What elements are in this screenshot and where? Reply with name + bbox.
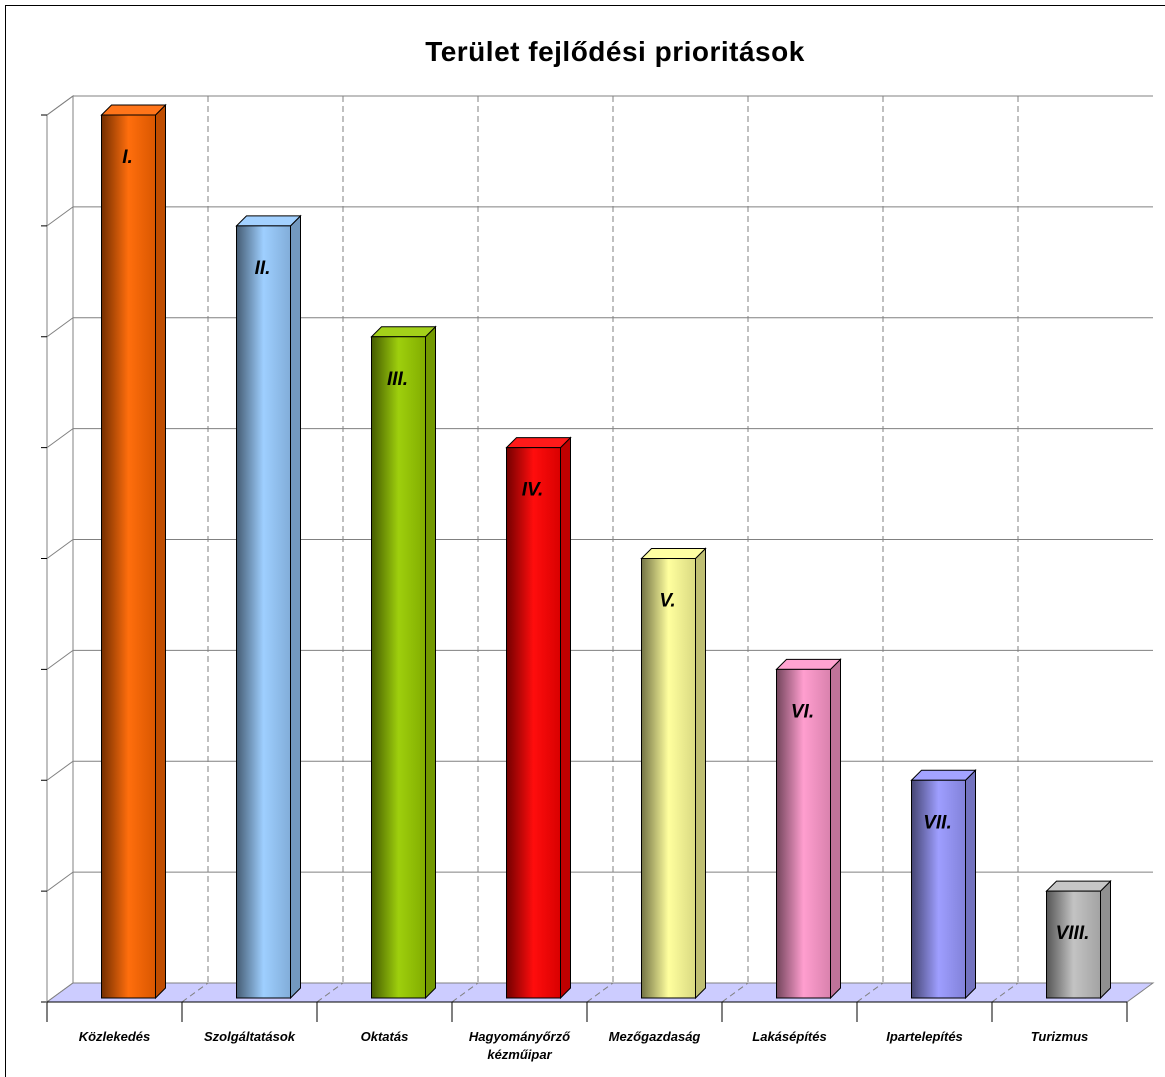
bar-side [290,214,301,1000]
bar-top [910,769,977,781]
bar-data-label: V. [659,591,675,612]
floor-divider [451,982,479,1003]
gridlines [41,95,1153,1003]
bar-top [370,326,437,338]
x-tick-label: Mezőgazdaság [609,1029,701,1044]
x-tick-label: Lakásépítés [752,1029,826,1044]
gridline-side [46,649,74,670]
chart-title: Terület fejlődési prioritások [425,36,805,67]
bar-side [560,436,571,1000]
chart-floor-plane [45,982,1155,1003]
gridline-side [46,206,74,227]
bar-data-label: VI. [791,701,814,722]
x-tick-label: Szolgáltatások [204,1029,296,1044]
bar-top [505,437,572,449]
gridline-side [46,539,74,559]
gridline-side [46,317,74,338]
bar-front [641,558,696,999]
bar-side [155,103,166,1000]
gridline-side [46,760,74,781]
bar-front [776,668,831,999]
bar-data-label: VIII. [1056,923,1090,944]
x-axis: Közlekedés Szolgáltatások Oktatás Hagyomány… [46,1001,1128,1062]
floor-divider [316,982,344,1003]
x-tick-label: Hagyományőrző kézműipar [469,1029,571,1062]
bar-side [830,658,841,1000]
bar-side [425,325,436,1000]
bar-side [965,769,976,1000]
bar-7: VII. [910,769,977,1000]
bar-top [235,215,302,227]
bar-front [236,225,291,999]
bar-1: I. [100,103,167,1000]
floor-divider [856,982,884,1003]
bar-side [1100,879,1111,1000]
floor-divider [181,982,209,1003]
bar-front [1046,890,1101,999]
x-tick-label: Turizmus [1031,1029,1089,1044]
bar-data-label: I. [122,147,133,168]
gridline-side [46,428,74,449]
floor-divider [721,982,749,1003]
bar-5: V. [640,547,707,1000]
bar-data-label: VII. [923,812,952,833]
bar-3: III. [370,325,437,1000]
bar-6: VI. [775,658,842,1000]
gridline-side [46,95,74,116]
x-tick-label: Ipartelepítés [886,1029,963,1044]
bar-front [506,447,561,999]
bar-top [640,548,707,559]
bar-top [775,658,842,670]
bar-data-label: IV. [522,480,544,501]
bar-data-label: II. [255,258,271,279]
chart-floor [45,982,1155,1003]
bar-side [695,547,706,1000]
gridline-side [46,871,74,892]
bar-front [371,336,426,999]
floor-divider [991,982,1019,1003]
bar-front [911,779,966,999]
chart-frame [5,5,1165,1077]
bar-data-label: III. [387,369,408,390]
bar-top [100,104,167,116]
x-tick-label: Közlekedés [79,1029,151,1044]
bar-top [1045,880,1112,892]
bar-4: IV. [505,436,572,1000]
x-tick-label: Oktatás [361,1029,409,1044]
bar-2: II. [235,214,302,1000]
floor-divider [586,982,614,1003]
bars: I. II. III. IV. V. VI. VII. VIII. [100,103,1112,1000]
bar-8: VIII. [1045,879,1112,1000]
bar-front [101,114,156,999]
